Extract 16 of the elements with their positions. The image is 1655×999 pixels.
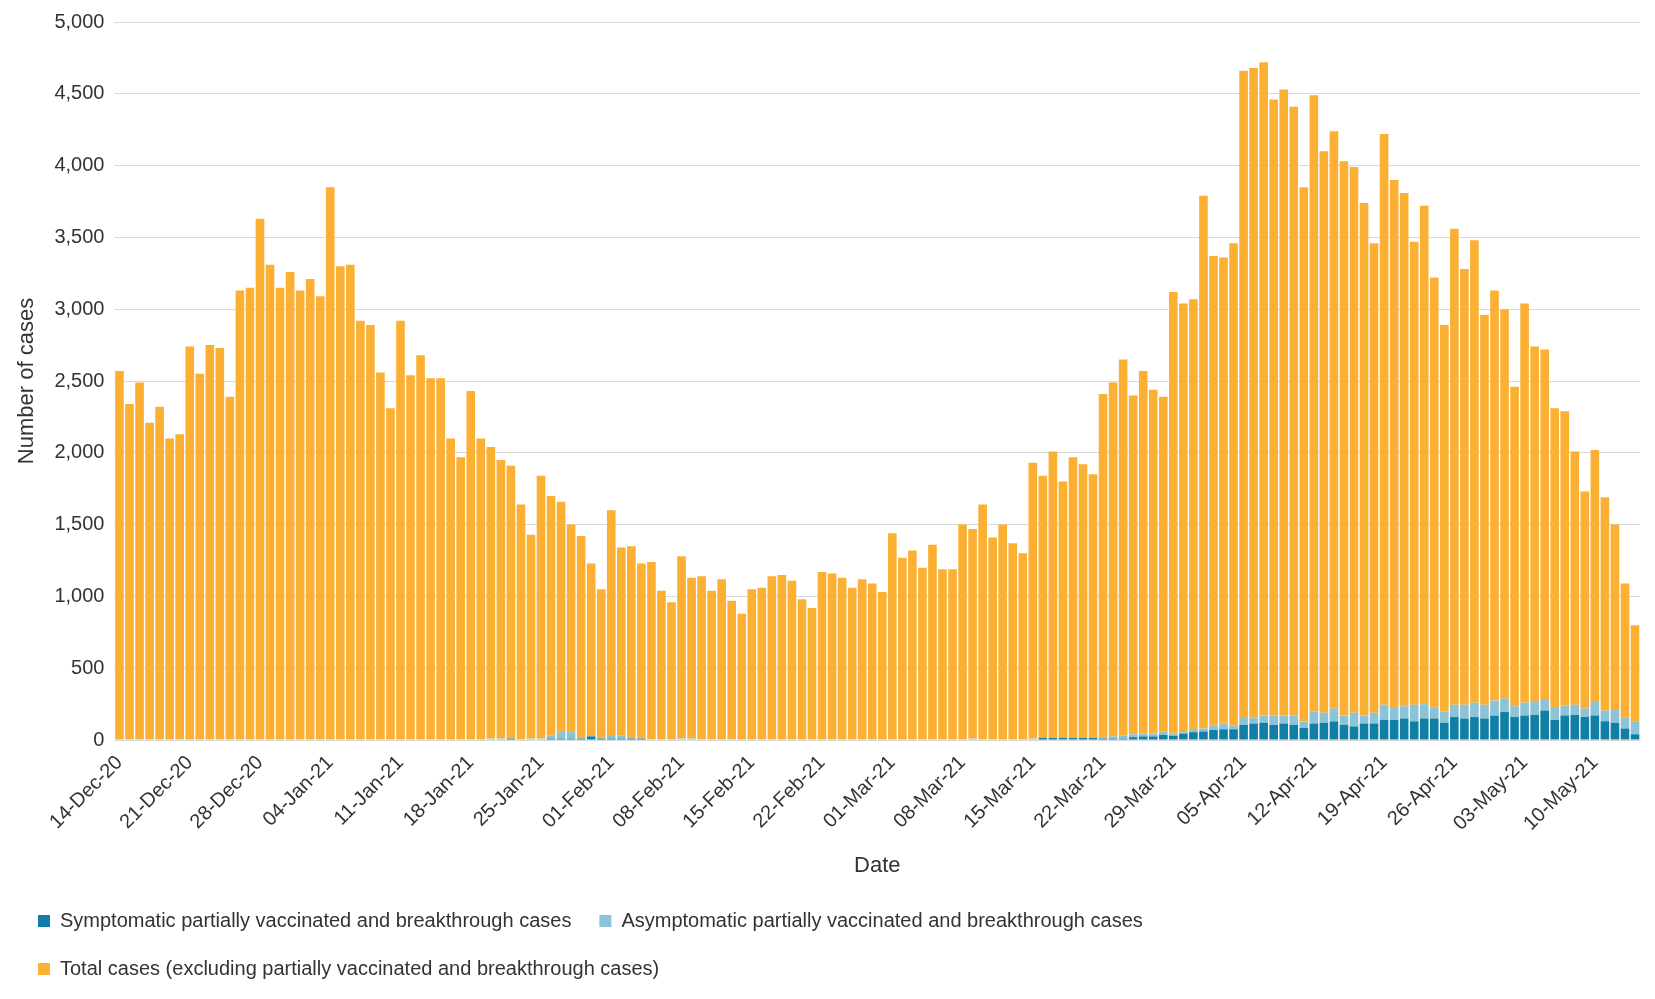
y-tick-label: 3,500 — [54, 224, 105, 247]
x-axis-title: Date — [854, 851, 901, 877]
y-tick-label: 0 — [93, 727, 105, 750]
y-tick-label: 500 — [71, 655, 105, 678]
y-tick-label: 4,500 — [54, 81, 105, 104]
y-tick-label: 2,000 — [54, 440, 105, 463]
y-tick-label: 1,500 — [54, 512, 105, 535]
y-tick-label: 5,000 — [54, 9, 105, 32]
y-tick-label: 3,000 — [54, 296, 105, 319]
y-axis-title: Number of cases — [13, 297, 39, 465]
legend-label: Asymptomatic partially vaccinated and breakthrough cases — [621, 908, 1143, 931]
legend-label: Total cases (excluding partially vaccinated and breakthrough cases) — [60, 956, 660, 979]
y-tick-label: 2,500 — [54, 368, 105, 391]
y-tick-label: 1,000 — [54, 583, 105, 606]
legend-label: Symptomatic partially vaccinated and breakthrough cases — [60, 908, 572, 931]
y-tick-label: 4,000 — [54, 153, 105, 176]
